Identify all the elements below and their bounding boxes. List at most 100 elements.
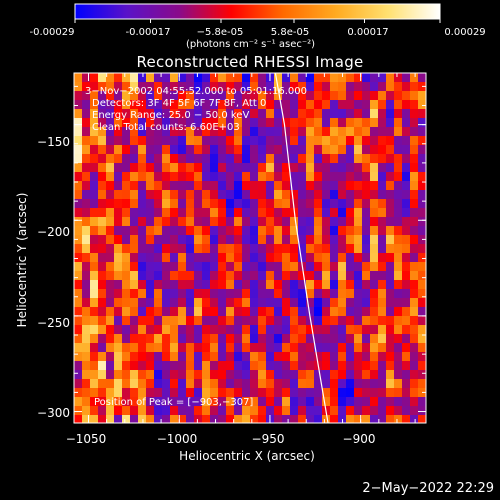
heatmap-cell [362, 343, 371, 353]
heatmap-cell [122, 181, 131, 191]
heatmap-cell [178, 307, 187, 317]
heatmap-cell [202, 334, 211, 344]
heatmap-cell [234, 352, 243, 362]
heatmap-cell [122, 109, 131, 119]
heatmap-cell [354, 262, 363, 272]
heatmap-cell [170, 226, 179, 236]
heatmap-cell [274, 127, 283, 137]
heatmap-cell [418, 118, 426, 128]
heatmap-cell [258, 91, 267, 101]
heatmap-cell [242, 190, 251, 200]
heatmap-cell [202, 289, 211, 299]
heatmap-cell [282, 397, 291, 407]
heatmap-cell [74, 163, 83, 173]
heatmap-cell [274, 379, 283, 389]
heatmap-cell [178, 280, 187, 290]
heatmap-cell [298, 235, 307, 245]
heatmap-cell [218, 388, 227, 398]
heatmap-cell [290, 190, 299, 200]
heatmap-cell [122, 100, 131, 110]
heatmap-cell [242, 100, 251, 110]
heatmap-cell [178, 199, 187, 209]
heatmap-cell [194, 172, 203, 182]
heatmap-cell [378, 370, 387, 380]
heatmap-cell [194, 370, 203, 380]
heatmap-cell [242, 172, 251, 182]
heatmap-cell [98, 289, 107, 299]
heatmap-cell [130, 91, 139, 101]
heatmap-cell [402, 127, 411, 137]
heatmap-cell [282, 316, 291, 326]
heatmap-cell [106, 217, 115, 227]
heatmap-cell [234, 136, 243, 146]
heatmap-cell [194, 316, 203, 326]
heatmap-cell [210, 343, 219, 353]
heatmap-cell [234, 226, 243, 236]
heatmap-cell [122, 352, 131, 362]
heatmap-cell [402, 190, 411, 200]
heatmap-cell [154, 352, 163, 362]
heatmap-cell [114, 280, 123, 290]
heatmap-cell [74, 127, 83, 137]
heatmap-cell [290, 361, 299, 371]
colorbar-tick-label-1: -0.00029 [29, 27, 75, 38]
heatmap-cell [242, 181, 251, 191]
heatmap-cell [266, 253, 275, 263]
heatmap-cell [330, 235, 339, 245]
heatmap-cell [146, 334, 155, 344]
heatmap-cell [106, 199, 115, 209]
heatmap-cell [122, 235, 131, 245]
heatmap-cell [258, 73, 267, 83]
heatmap-cell [178, 145, 187, 155]
heatmap-cell [418, 109, 426, 119]
heatmap-cell [226, 379, 235, 389]
heatmap-cell [130, 262, 139, 272]
heatmap-cell [138, 334, 147, 344]
heatmap-cell [402, 208, 411, 218]
heatmap-cell [210, 316, 219, 326]
heatmap-cell [282, 127, 291, 137]
heatmap-cell [178, 352, 187, 362]
heatmap-cell [154, 388, 163, 398]
heatmap-cell [330, 262, 339, 272]
heatmap-cell [338, 226, 347, 236]
heatmap-cell [194, 334, 203, 344]
heatmap-cell [106, 73, 115, 83]
heatmap-cell [418, 379, 426, 389]
heatmap-cell [402, 244, 411, 254]
heatmap-cell [258, 217, 267, 227]
heatmap-cell [218, 145, 227, 155]
heatmap-cell [74, 253, 83, 263]
heatmap-cell [178, 118, 187, 128]
heatmap-cell [314, 325, 323, 335]
heatmap-cell [114, 163, 123, 173]
heatmap-cell [218, 190, 227, 200]
heatmap-cell [186, 262, 195, 272]
heatmap-cell [234, 289, 243, 299]
heatmap-cell [354, 145, 363, 155]
heatmap-cell [346, 334, 355, 344]
heatmap-cell [346, 280, 355, 290]
heatmap-cell [266, 172, 275, 182]
heatmap-cell [138, 343, 147, 353]
heatmap-cell [306, 172, 315, 182]
heatmap-cell [154, 190, 163, 200]
heatmap-cell [146, 289, 155, 299]
heatmap-cell [106, 352, 115, 362]
heatmap-cell [162, 298, 171, 308]
heatmap-cell [114, 370, 123, 380]
heatmap-cell [338, 172, 347, 182]
heatmap-cell [410, 199, 419, 209]
heatmap-cell [154, 109, 163, 119]
heatmap-cell [258, 343, 267, 353]
heatmap-cell [370, 316, 379, 326]
heatmap-cell [82, 190, 91, 200]
heatmap-cell [218, 235, 227, 245]
chart-title: Reconstructed RHESSI Image [136, 53, 364, 71]
heatmap-cell [170, 172, 179, 182]
heatmap-cell [410, 100, 419, 110]
heatmap-cell [354, 172, 363, 182]
heatmap-cell [90, 235, 99, 245]
heatmap-cell [202, 226, 211, 236]
